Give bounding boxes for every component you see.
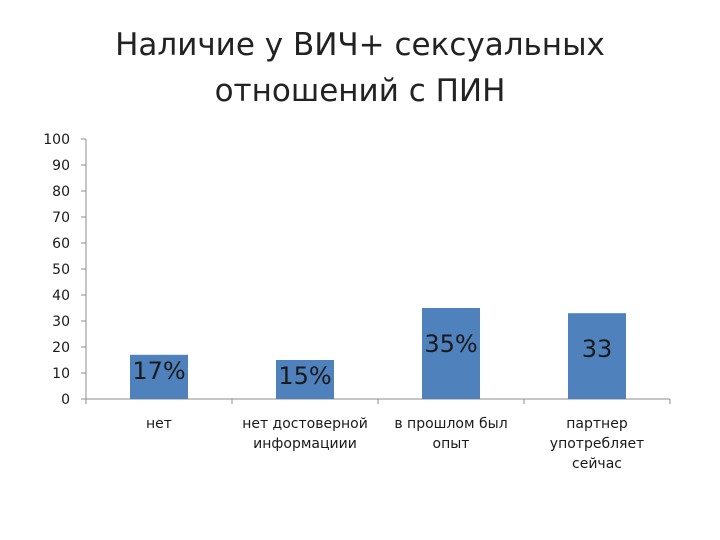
data-label: 15%: [278, 362, 331, 390]
y-tick-label: 100: [43, 132, 70, 148]
y-tick-label: 60: [52, 236, 70, 252]
x-category-label: нет достоверной: [242, 416, 368, 432]
y-tick-label: 10: [52, 366, 70, 382]
x-category-label: нет: [146, 416, 172, 432]
data-label: 17%: [132, 357, 185, 385]
data-label: 33: [582, 335, 613, 363]
y-tick-label: 90: [52, 158, 70, 174]
y-tick-label: 80: [52, 184, 70, 200]
bar: [276, 360, 334, 399]
bars: [130, 308, 626, 399]
bar: [130, 354, 188, 399]
x-category-label: в прошлом был: [394, 416, 507, 432]
data-label: 35%: [424, 330, 477, 358]
bar: [568, 313, 626, 399]
y-tick-label: 0: [61, 392, 70, 408]
bar: [422, 308, 480, 399]
y-axis: 0 10 20 30 40 50 60 70 80 90 100: [43, 132, 87, 408]
chart-title-line-2: отношений с ПИН: [214, 73, 506, 109]
x-category-label: партнер: [566, 416, 628, 432]
chart-title: Наличие у ВИЧ+ сексуальных отношений с П…: [100, 22, 620, 114]
y-tick-label: 50: [52, 262, 70, 278]
y-tick-label: 20: [52, 340, 70, 356]
chart-title-line-1: Наличие у ВИЧ+ сексуальных: [115, 27, 605, 63]
y-tick-label: 70: [52, 210, 70, 226]
y-tick-label: 30: [52, 314, 70, 330]
y-tick-label: 40: [52, 288, 70, 304]
x-category-label: опыт: [433, 436, 470, 452]
data-labels: 17% 15% 35% 33: [132, 330, 612, 390]
x-category-label: информациии: [253, 436, 357, 452]
x-axis: нет нет достоверной информациии в прошлом б…: [85, 398, 671, 472]
x-category-label: сейчас: [572, 456, 622, 472]
x-category-label: употребляет: [550, 436, 644, 452]
